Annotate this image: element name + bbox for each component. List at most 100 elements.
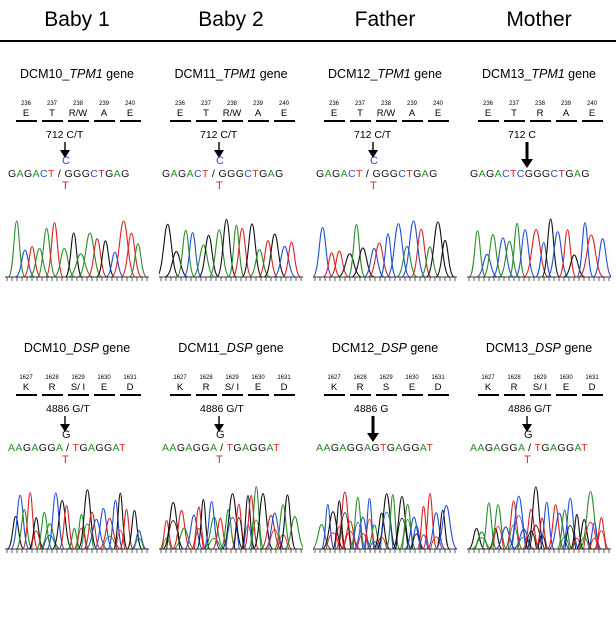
chromatogram-peak (23, 246, 41, 278)
codon-number: 240 (586, 101, 597, 107)
chromatogram-peak (476, 253, 498, 278)
underscore: _ (66, 341, 74, 355)
chromatogram-peak (563, 254, 586, 278)
allele-top: C (62, 155, 70, 167)
nucleotide: G (355, 442, 364, 454)
codon: 237 T (502, 101, 526, 122)
chromatogram-peak (220, 509, 237, 550)
arrow-head (522, 424, 532, 432)
codon-number: 1629 (71, 375, 85, 381)
amino-acid: D (434, 382, 442, 393)
nucleotide: A (31, 442, 39, 454)
allele-bottom: T (216, 454, 223, 466)
allele-bottom: T (62, 454, 69, 466)
chromatogram-peak (398, 503, 417, 550)
chromatogram-peak (541, 218, 561, 278)
codon-bar (169, 120, 191, 122)
gene-suffix: gene (102, 67, 134, 81)
sequence-separator: / (208, 168, 219, 180)
nucleotide: G (162, 168, 171, 180)
chromatogram-peak (162, 501, 185, 550)
codon-number: 238 (226, 101, 237, 107)
nucleotide: G (105, 168, 114, 180)
nucleotide: T (379, 442, 387, 454)
codon: 1628 R (40, 375, 64, 396)
nucleotide: G (8, 168, 17, 180)
chromatogram-peak (126, 509, 143, 550)
chromatogram-peak (422, 492, 438, 550)
sample-id: DCM11 (174, 67, 216, 81)
codon-number: 1631 (277, 375, 291, 381)
codon-bar (41, 394, 63, 396)
amino-acid: E (562, 382, 570, 393)
chromatogram-peak (183, 232, 203, 278)
gene-suffix: gene (406, 341, 439, 355)
chromatogram-peak (28, 247, 51, 278)
nucleotide: A (470, 442, 478, 454)
chromatogram-peak (480, 502, 498, 550)
codon-number: 240 (124, 101, 135, 107)
amino-acid: E (280, 108, 288, 119)
chromatogram-peak (546, 231, 569, 278)
amino-acid: D (126, 382, 134, 393)
chromatogram-peak (53, 247, 76, 278)
nucleotide: G (176, 442, 186, 454)
nucleotide: G (95, 442, 104, 454)
codon: 1630 E (554, 375, 578, 396)
chromatogram-peak (231, 227, 253, 278)
nucleotide: T (201, 168, 209, 180)
codon-bar (349, 120, 371, 122)
chromatogram-peak (363, 247, 385, 278)
codon-bar (119, 120, 141, 122)
chromatogram-peak (322, 252, 341, 278)
sample-id: DCM13 (485, 341, 529, 355)
codon-bar (427, 120, 449, 122)
amino-acid: S/ I (532, 382, 548, 393)
amino-acid: S/ I (224, 382, 240, 393)
down-arrow-icon (60, 142, 70, 158)
sequence-separator: / (362, 168, 373, 180)
chromatogram-peak (379, 233, 397, 278)
amino-acid: E (254, 382, 262, 393)
codon-bar (401, 120, 423, 122)
chromatogram-peak (28, 517, 45, 550)
amino-acid: R (356, 382, 364, 393)
chromatogram-peak (362, 497, 377, 550)
chromatogram-peak (241, 223, 263, 278)
chromatogram-peak (391, 495, 413, 550)
codon-bar (477, 394, 499, 396)
sequence-left: AAGAGGA (8, 442, 63, 454)
sequence: GAGACT / GGGCTGAG (316, 168, 438, 180)
chromatogram-peak (434, 504, 457, 550)
nucleotide: G (533, 168, 542, 180)
chromatogram-peak (320, 503, 335, 550)
nucleotide: T (72, 442, 80, 454)
chromatogram-peak (128, 243, 148, 278)
chromatogram-peak (221, 493, 244, 550)
codon-number: 1627 (19, 375, 33, 381)
nucleotide: G (484, 442, 494, 454)
gene-suffix: gene (564, 67, 596, 81)
tpm1-panel: DCM10_TPM1 gene 236 E 237 T 238 R/W 239 A 240 E 712… (0, 67, 154, 347)
codon-bar (555, 394, 577, 396)
chromatogram-secondary-peak (352, 522, 364, 550)
nucleotide: G (541, 168, 551, 180)
codon-number: 237 (200, 101, 211, 107)
chromatogram-peak (558, 229, 577, 278)
nucleotide: A (113, 168, 122, 180)
arrow-head (521, 159, 533, 168)
sequence-right: GGGCTGAG (219, 168, 284, 180)
down-arrow-icon (214, 416, 224, 432)
nucleotide: G (233, 442, 242, 454)
codon-number: 239 (98, 101, 109, 107)
nucleotide: G (64, 168, 74, 180)
nucleotide: G (23, 168, 33, 180)
codon: 240 E (272, 101, 296, 122)
chromatogram-peak (401, 220, 426, 278)
sequence-separator: / (62, 442, 73, 454)
codon: 1627 K (322, 375, 346, 396)
nucleotide: T (581, 442, 588, 454)
nucleotide: G (81, 168, 91, 180)
chromatogram-secondary-peak (193, 527, 204, 550)
codon-bar (401, 394, 423, 396)
